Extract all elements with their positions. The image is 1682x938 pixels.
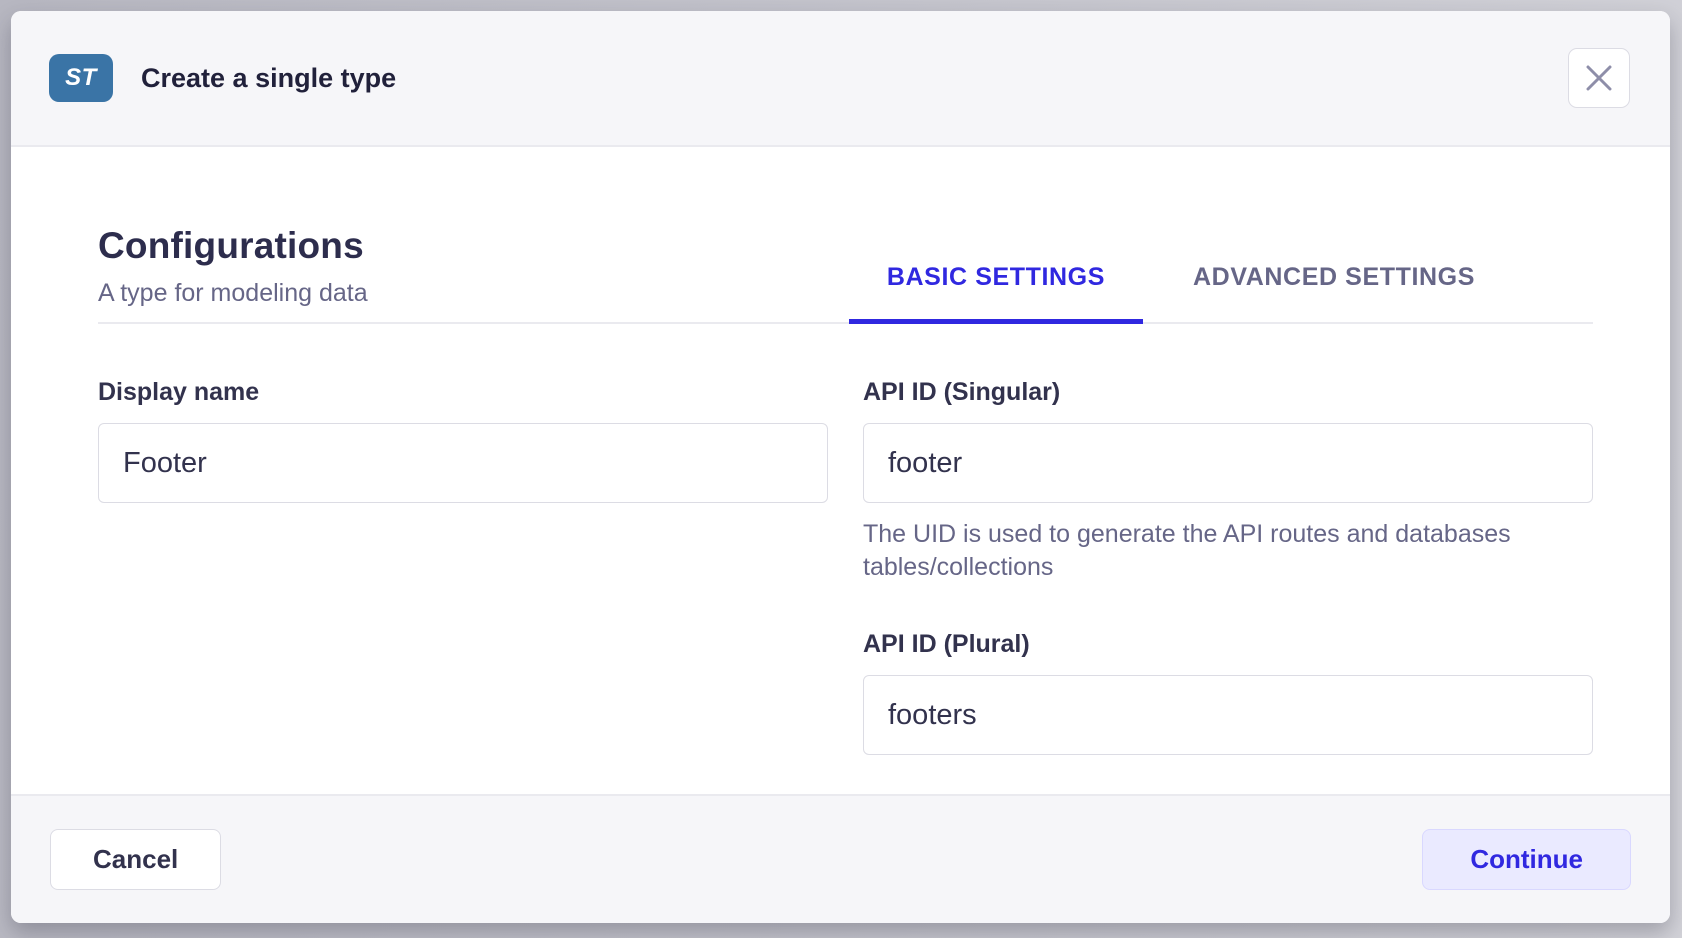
cancel-button[interactable]: Cancel [50, 829, 222, 890]
create-single-type-dialog: ST Create a single type Configurations A… [11, 11, 1670, 923]
settings-tabs: BASIC SETTINGS ADVANCED SETTINGS [848, 263, 1513, 324]
api-id-plural-input[interactable] [863, 675, 1593, 755]
api-id-singular-input[interactable] [863, 423, 1593, 503]
continue-button[interactable]: Continue [1422, 829, 1631, 890]
single-type-badge-label: ST [65, 64, 97, 91]
dialog-footer: Cancel Continue [11, 794, 1670, 923]
configurations-heading: Configurations [98, 225, 364, 266]
configurations-subheading: A type for modeling data [98, 279, 368, 307]
api-id-singular-hint: The UID is used to generate the API rout… [863, 520, 1511, 581]
dialog-header: ST Create a single type [11, 11, 1670, 147]
display-name-label: Display name [98, 378, 260, 406]
close-icon [1586, 65, 1612, 91]
dialog-title: Create a single type [141, 62, 397, 93]
configurations-head: Configurations A type for modeling data [98, 225, 368, 322]
single-type-badge-icon: ST [49, 54, 113, 102]
configurations-form: Display name API ID (Singular) The UID i… [98, 378, 1593, 755]
tab-basic-settings[interactable]: BASIC SETTINGS [848, 263, 1144, 324]
display-name-input[interactable] [98, 423, 828, 503]
close-button[interactable] [1568, 48, 1630, 108]
api-id-singular-field-block: API ID (Singular) The UID is used to gen… [863, 378, 1593, 584]
form-column-right: API ID (Singular) The UID is used to gen… [863, 378, 1593, 755]
api-id-plural-field-block: API ID (Plural) [863, 630, 1593, 755]
api-id-plural-label: API ID (Plural) [863, 630, 1030, 658]
tab-advanced-settings[interactable]: ADVANCED SETTINGS [1193, 263, 1475, 291]
dialog-body: Configurations A type for modeling data … [11, 147, 1670, 794]
api-id-singular-label: API ID (Singular) [863, 378, 1061, 406]
display-name-field-block: Display name [98, 378, 828, 503]
form-column-left: Display name [98, 378, 828, 755]
configurations-header-row: Configurations A type for modeling data … [98, 225, 1593, 324]
